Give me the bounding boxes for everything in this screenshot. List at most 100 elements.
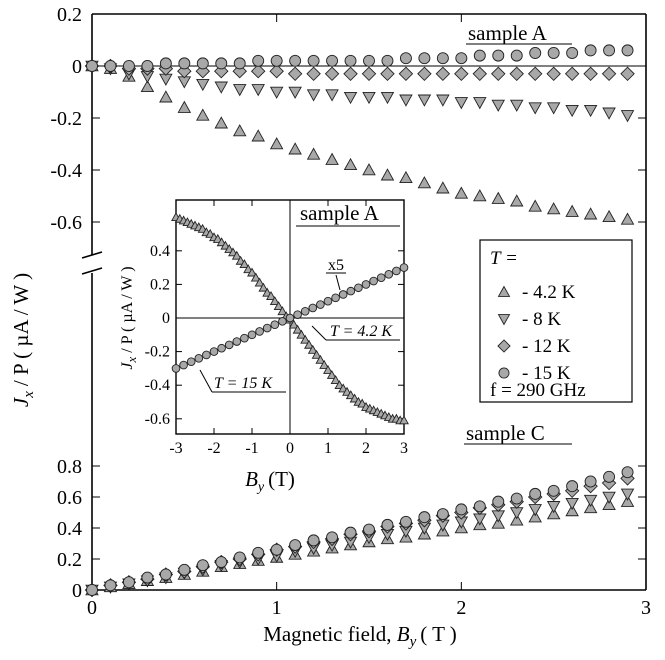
- sample-a-point: [306, 66, 321, 82]
- sample-c-point: [141, 571, 154, 584]
- sample-c-point: [620, 488, 635, 501]
- axis-break-mark-1: [81, 251, 103, 259]
- inset-point: [384, 270, 394, 279]
- sample-a-point: [177, 100, 192, 113]
- inset-point: [240, 333, 249, 343]
- sample-a-point: [546, 202, 561, 215]
- sample-a-point: [250, 63, 266, 79]
- sample-c-series-15-k: [86, 466, 634, 596]
- inset-point: [202, 350, 211, 360]
- main-y-label-symbol: J: [9, 396, 33, 407]
- sample-c-point: [491, 510, 506, 523]
- sample-a-point: [454, 97, 469, 110]
- inset-x-tick-label: 0: [286, 440, 294, 457]
- sample-a-point: [363, 54, 375, 67]
- sample-a-point: [436, 181, 450, 194]
- sample-c-point: [399, 515, 412, 528]
- sample-a-point: [324, 66, 340, 82]
- sample-a-point: [104, 60, 117, 72]
- sample-a-point: [584, 44, 597, 57]
- main-x-axis-label: Magnetic field, By( T ): [263, 622, 457, 650]
- sample-c-point: [621, 466, 634, 479]
- sample-c-point: [602, 491, 616, 504]
- main-ticks: 0 1 2 3 0.2 0 -0.2 -0.4 -0.6 0.8 0.6 0.4 0.2 0: [50, 4, 651, 619]
- sample-a-point: [565, 204, 579, 217]
- sample-a-point: [380, 91, 395, 105]
- sample-c-point: [252, 546, 265, 559]
- inset-x-label-unit: (T): [268, 467, 295, 491]
- sample-c-point: [307, 534, 320, 547]
- sample-a-point: [564, 66, 580, 82]
- inset-x-tick-label: -2: [207, 440, 220, 457]
- inset-x-tick-label: 3: [400, 440, 408, 457]
- sample-a-point: [491, 66, 506, 82]
- sample-a-point: [436, 52, 449, 65]
- main-y-tick-label-upper: -0.2: [50, 108, 82, 130]
- inset-y-tick-label: -0.6: [145, 411, 170, 428]
- sample-a-point: [436, 94, 450, 107]
- sample-c-point: [196, 559, 209, 572]
- sample-c-point: [215, 556, 228, 569]
- legend-marker-circle: [498, 367, 510, 379]
- sample-a-point: [343, 91, 358, 105]
- legend-marker-triangle-down: [497, 314, 511, 326]
- axis-break-mark-2: [81, 267, 103, 275]
- inset-point: [270, 320, 280, 330]
- legend-label-8k: - 8 K: [522, 309, 561, 330]
- sample-c-point: [546, 501, 561, 514]
- sample-a-point: [509, 99, 524, 112]
- main-y-axis-label: Jx / P ( µA / W ): [9, 273, 37, 407]
- inset-point: [231, 250, 242, 260]
- inset-x-label-sub: y: [256, 480, 265, 495]
- sample-a-point: [307, 54, 320, 67]
- inset-point: [346, 286, 356, 296]
- main-y-tick-label-upper: -0.4: [50, 160, 82, 182]
- main-y-tick-label-lower: 0.8: [57, 456, 82, 478]
- sample-a-point: [510, 49, 523, 62]
- sample-c-label: sample C: [466, 421, 545, 445]
- sample-a-point: [326, 54, 339, 67]
- sample-a-point: [509, 194, 524, 207]
- main-series: [84, 44, 635, 598]
- inset-point: [316, 300, 325, 309]
- sample-a-point: [215, 57, 228, 70]
- sample-a-point: [288, 142, 302, 155]
- sample-a-point: [141, 60, 154, 72]
- inset-point: [255, 327, 264, 336]
- sample-c-point: [602, 497, 616, 510]
- inset-point: [293, 310, 302, 319]
- sample-a-series-4-2-k: [85, 59, 635, 225]
- inset-x-tick-label: 1: [324, 440, 332, 457]
- inset-t42-annotation: T = 4.2 K: [330, 323, 393, 340]
- sample-c-point: [509, 513, 524, 526]
- inset-point: [292, 324, 303, 334]
- main-y-tick-label-lower: 0: [72, 580, 82, 602]
- inset-x-tick-label: -3: [169, 440, 182, 457]
- sample-a-point: [491, 99, 506, 112]
- sample-a-point: [472, 66, 488, 82]
- main-x-tick-label: 2: [456, 597, 466, 619]
- sample-c-point: [529, 487, 542, 500]
- sample-a-point: [343, 66, 358, 82]
- inset-point: [361, 280, 371, 289]
- inset-point: [224, 340, 234, 350]
- inset-point: [239, 259, 250, 269]
- sample-a-point: [435, 66, 451, 82]
- inset-point: [326, 369, 337, 379]
- sample-a-point: [380, 168, 395, 181]
- sample-c-point: [492, 495, 505, 508]
- sample-a-point: [473, 189, 487, 202]
- inset-point: [258, 282, 269, 292]
- inset-point: [338, 290, 348, 299]
- inset-point: [354, 283, 363, 293]
- inset-point: [250, 272, 261, 282]
- main-x-tick-label: 3: [641, 597, 651, 619]
- inset-point: [277, 306, 288, 316]
- legend: T = - 4.2 K - 8 K - 12 K - 15 K f = 290 …: [479, 239, 633, 403]
- inset-point: [330, 375, 341, 384]
- legend-title: T =: [490, 248, 518, 269]
- sample-a-point: [602, 107, 616, 120]
- sample-c-point: [289, 539, 302, 552]
- sample-a-point: [529, 47, 542, 59]
